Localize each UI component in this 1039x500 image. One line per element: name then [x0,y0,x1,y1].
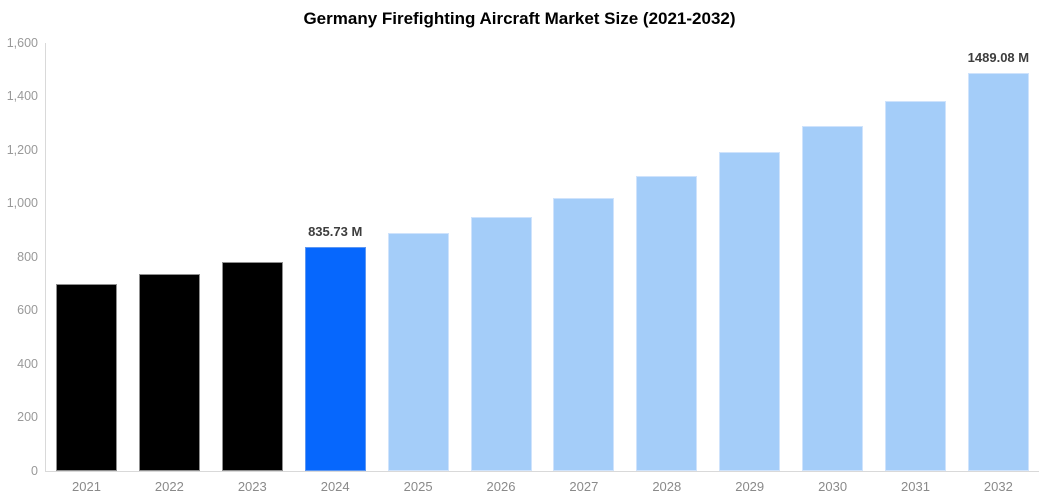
bar-2022[interactable] [138,274,200,471]
y-tick-label-200: 200 [17,410,38,424]
value-label-2024: 835.73 M [308,224,363,239]
bar-2032[interactable] [967,73,1029,471]
x-tick-label-2025: 2025 [403,479,433,494]
x-tick-label-2021: 2021 [72,479,101,494]
x-tick-label-2030: 2030 [818,479,848,494]
y-tick-label-800: 800 [17,249,38,264]
bar-2031[interactable] [885,101,946,471]
y-tick-label-1200: 1,200 [6,142,38,157]
y-tick-label-1600: 1,600 [6,35,38,50]
bar-2028[interactable] [636,176,698,471]
x-tick-label-2032: 2032 [983,479,1013,494]
x-tick-label-2031: 2031 [901,479,930,494]
bar-2027[interactable] [553,198,615,471]
bar-2029[interactable] [719,152,781,471]
value-label-2032: 1489.08 M [967,50,1030,65]
y-tick-label-1000: 1,000 [6,196,38,210]
x-tick-label-2026: 2026 [486,479,516,494]
x-tick-label-2022: 2022 [154,479,184,494]
x-tick-label-2024: 2024 [320,479,350,494]
x-tick-label-2028: 2028 [652,479,682,494]
y-tick-label-0: 0 [31,463,38,478]
x-tick-label-2023: 2023 [237,479,267,494]
y-tick-label-600: 600 [17,303,38,317]
plot-area [45,43,1039,472]
bar-2026[interactable] [470,217,532,471]
bar-2025[interactable] [387,233,449,471]
x-tick-label-2029: 2029 [735,479,765,494]
y-tick-label-1400: 1,400 [6,89,38,103]
bar-2023[interactable] [221,262,283,471]
bar-2030[interactable] [802,126,864,471]
chart-title: Germany Firefighting Aircraft Market Siz… [303,9,736,28]
x-tick-label-2027: 2027 [569,479,599,494]
bar-2024[interactable] [304,247,366,471]
bar-2021[interactable] [56,284,117,471]
y-tick-label-400: 400 [17,356,38,371]
